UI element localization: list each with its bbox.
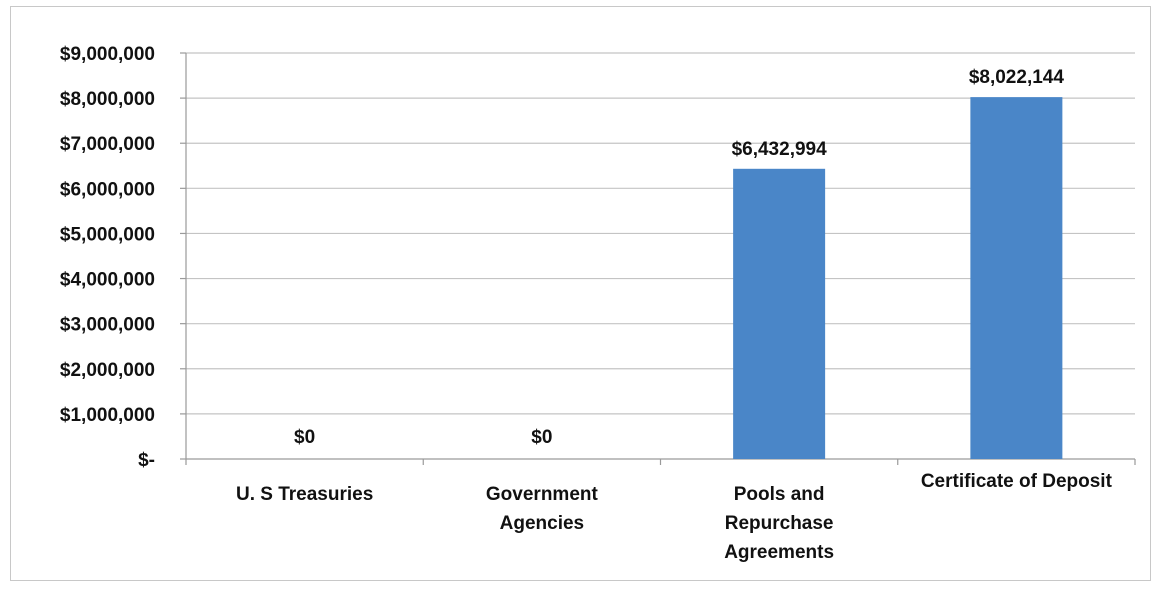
y-tick-label: $8,000,000 bbox=[60, 89, 155, 110]
labels: $- $1,000,000 $2,000,000 $3,000,000 $4,000,0… bbox=[60, 44, 1113, 563]
x-tick-label: Government bbox=[486, 484, 599, 505]
x-tick-label: Repurchase bbox=[725, 513, 834, 534]
bar bbox=[970, 97, 1063, 459]
data-label: $6,432,994 bbox=[732, 139, 828, 160]
y-tick-label: $7,000,000 bbox=[60, 134, 155, 155]
y-tick-label: $- bbox=[138, 450, 155, 471]
y-tick-label: $4,000,000 bbox=[60, 270, 155, 291]
chart-frame bbox=[10, 6, 1151, 581]
data-label: $0 bbox=[294, 427, 315, 448]
bar bbox=[733, 168, 826, 460]
x-tick-label: Pools and bbox=[734, 484, 825, 505]
y-tick-label: $2,000,000 bbox=[60, 360, 155, 381]
x-tick-label: Certificate of Deposit bbox=[921, 471, 1113, 492]
y-tick-label: $3,000,000 bbox=[60, 315, 155, 336]
bars bbox=[733, 97, 1063, 460]
x-tick-label: Agreements bbox=[724, 542, 834, 563]
data-label: $8,022,144 bbox=[969, 67, 1065, 88]
y-tick-label: $1,000,000 bbox=[60, 405, 155, 426]
y-tick-label: $9,000,000 bbox=[60, 44, 155, 65]
x-tick-label: U. S Treasuries bbox=[236, 484, 373, 505]
x-tick-label: Agencies bbox=[500, 513, 584, 534]
y-tick-label: $6,000,000 bbox=[60, 179, 155, 200]
y-tick-label: $5,000,000 bbox=[60, 224, 155, 245]
data-label: $0 bbox=[531, 427, 552, 448]
